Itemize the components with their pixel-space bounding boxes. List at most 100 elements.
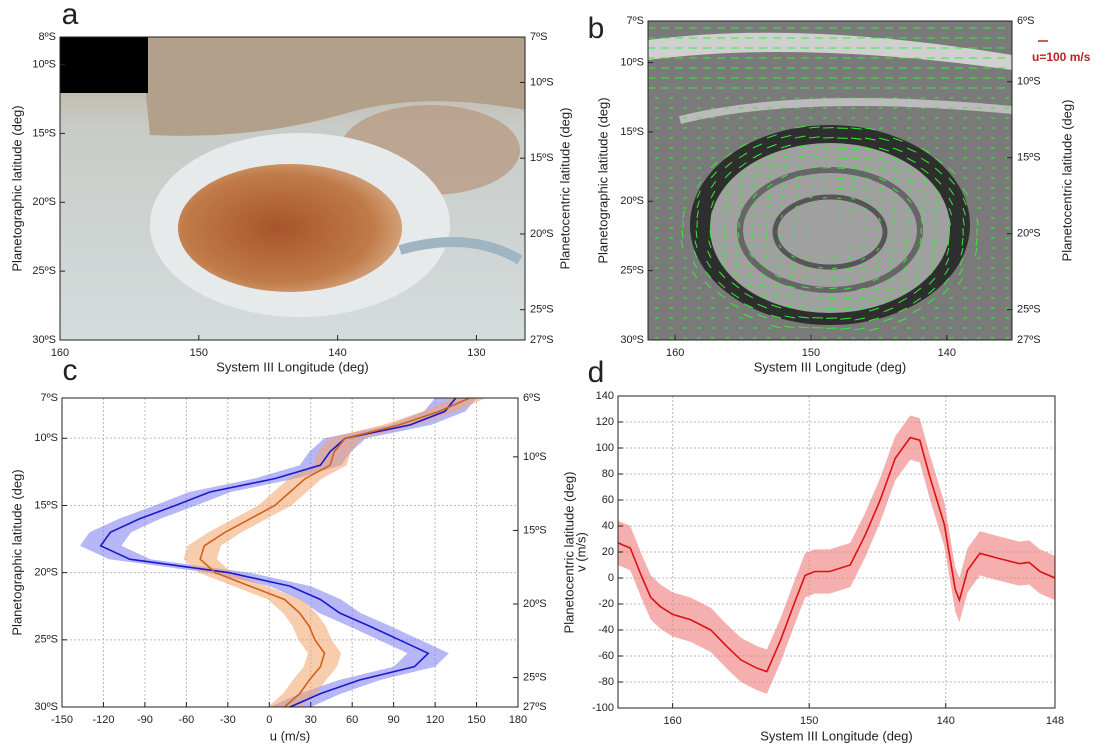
- vector: [780, 204, 785, 209]
- vector: [736, 242, 740, 249]
- vector: [914, 277, 922, 285]
- vector: [779, 234, 782, 239]
- y2-tick-label: 15ºS: [530, 152, 554, 164]
- vector: [858, 277, 866, 281]
- vector: [864, 177, 872, 181]
- vector: [948, 177, 956, 185]
- vector: [706, 260, 712, 269]
- vector: [721, 251, 726, 259]
- vector: [906, 157, 916, 164]
- vortex-ring: [737, 167, 923, 293]
- vector: [846, 267, 852, 270]
- vector: [696, 190, 701, 199]
- vector: [906, 207, 911, 214]
- red-spot: [178, 164, 402, 292]
- vector: [934, 217, 937, 225]
- x-tick-label: 90: [388, 714, 400, 726]
- vector: [920, 197, 926, 205]
- vector: [808, 126, 820, 129]
- vector: [917, 257, 922, 264]
- vector: [766, 203, 771, 209]
- vector: [962, 217, 965, 226]
- vector: [942, 287, 950, 295]
- vector: [850, 197, 856, 200]
- vector: [808, 156, 819, 159]
- y-axis-title: Planetographic latitude (deg): [9, 469, 24, 635]
- vector: [875, 257, 880, 262]
- vector: [883, 317, 894, 322]
- panel-letter: d: [588, 356, 605, 389]
- vector: [693, 250, 698, 259]
- vector: [876, 247, 880, 252]
- vector: [943, 277, 950, 285]
- y-tick-label: 15ºS: [620, 126, 644, 138]
- vector: [746, 272, 754, 279]
- vector: [798, 316, 810, 319]
- vector: [850, 187, 857, 190]
- vector: [791, 255, 796, 259]
- no-data: [60, 37, 148, 93]
- vector: [738, 152, 748, 159]
- vector: [864, 207, 869, 211]
- vector: [871, 287, 880, 292]
- vector: [912, 307, 922, 314]
- vector: [856, 297, 866, 301]
- vector: [864, 137, 876, 141]
- vector: [784, 315, 796, 319]
- vector: [790, 265, 796, 269]
- y2-tick-label: 27ºS: [523, 701, 547, 713]
- vector: [931, 257, 936, 265]
- vector: [717, 292, 726, 299]
- vector: [901, 267, 908, 274]
- x-axis-title: u (m/s): [270, 728, 310, 743]
- vector: [800, 296, 810, 299]
- axes-frame: [59, 36, 526, 341]
- vector: [850, 167, 859, 170]
- vector: [864, 127, 876, 131]
- vector: [843, 287, 852, 290]
- vector: [780, 154, 791, 159]
- vector: [932, 247, 936, 255]
- vector: [848, 247, 852, 250]
- vector: [934, 197, 940, 205]
- vector: [850, 147, 862, 150]
- y-tick-label: 60: [602, 494, 614, 506]
- vector: [878, 177, 886, 182]
- vector: [696, 210, 699, 219]
- vector: [724, 181, 731, 189]
- vector: [709, 230, 712, 239]
- vector: [864, 197, 870, 201]
- vector: [787, 285, 796, 289]
- vector: [780, 164, 789, 169]
- y-tick-label: 20ºS: [32, 196, 56, 208]
- vector: [780, 194, 786, 199]
- vector: [906, 177, 914, 184]
- y-tick-label: -100: [592, 702, 614, 714]
- vector: [927, 297, 936, 304]
- y2-tick-label: 27ºS: [1017, 334, 1041, 346]
- vector: [710, 200, 715, 209]
- jupiter-image: [60, 37, 525, 340]
- y-tick-label: -80: [598, 676, 614, 688]
- vector: [959, 257, 964, 266]
- y-tick-label: 30ºS: [620, 334, 644, 346]
- vector: [869, 307, 880, 312]
- y-tick-label: 80: [602, 468, 614, 480]
- y-tick-label: 30ºS: [32, 334, 56, 346]
- vector: [912, 297, 922, 304]
- y-tick-label: 15ºS: [32, 127, 56, 139]
- vector: [958, 267, 964, 276]
- vector: [738, 162, 747, 169]
- vector: [785, 305, 796, 309]
- vector: [743, 303, 754, 309]
- vector: [944, 267, 950, 276]
- vector: [763, 253, 768, 259]
- vector: [864, 187, 871, 191]
- vector: [878, 207, 883, 212]
- vector: [878, 137, 890, 142]
- vector: [929, 267, 936, 275]
- vector: [891, 237, 894, 243]
- vector: [961, 237, 964, 246]
- line: [199, 397, 470, 708]
